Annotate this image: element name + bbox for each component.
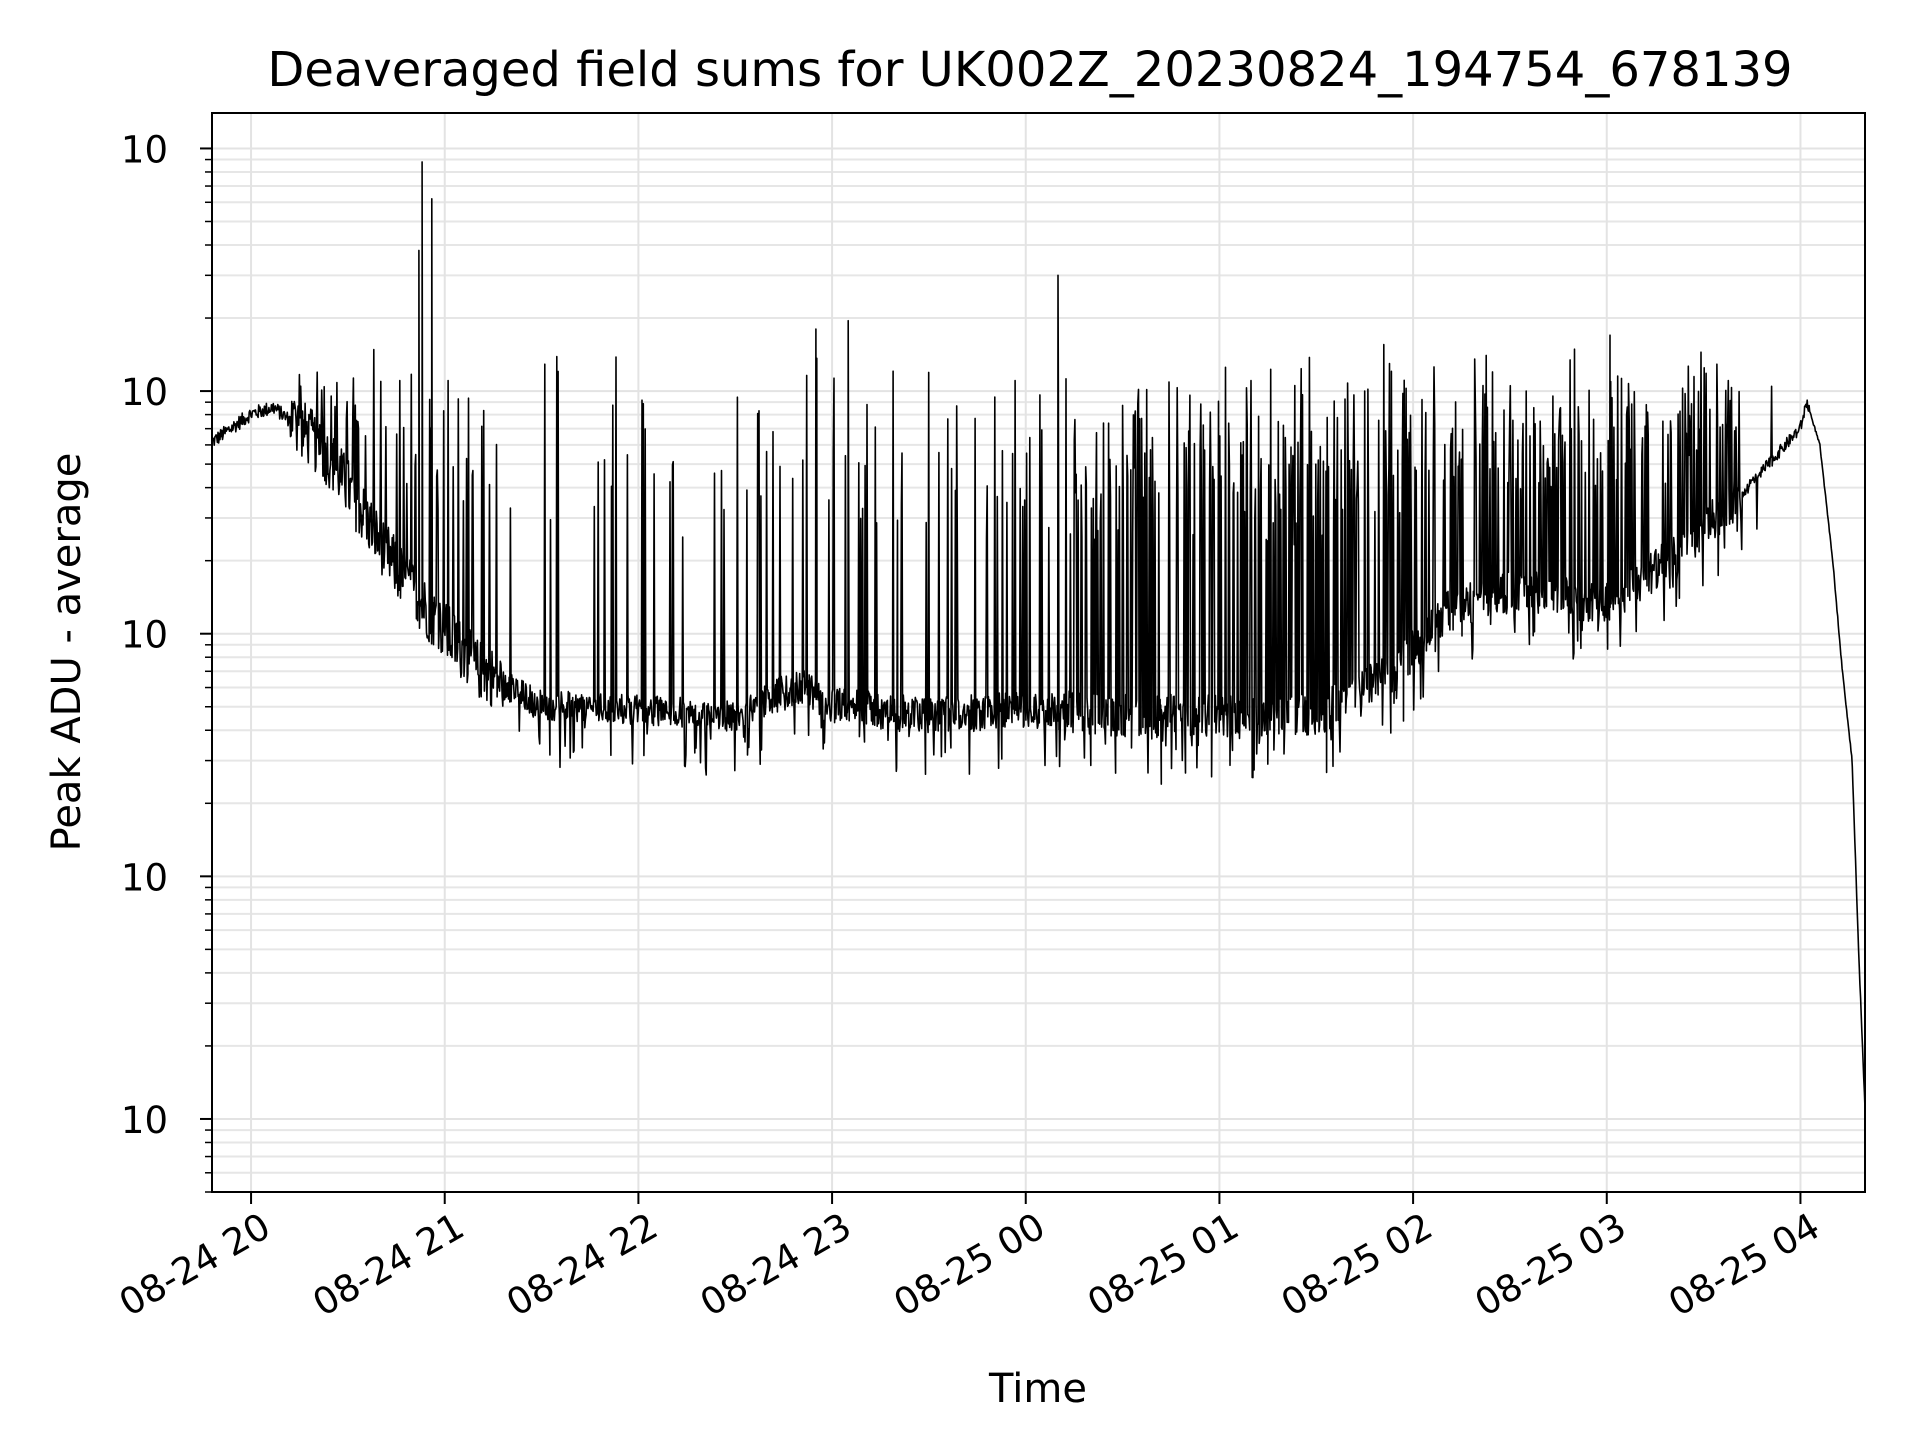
minor-gridlines [212, 158, 1865, 1193]
y-axis: 103104105106107 [121, 128, 212, 1193]
y-tick-label: 10 [121, 128, 168, 171]
y-tick-label: 10 [121, 614, 168, 657]
series-line [212, 161, 1866, 1109]
y-axis-label: Peak ADU - average [44, 453, 90, 852]
chart-title: Deaveraged field sums for UK002Z_2023082… [267, 42, 1792, 98]
plot-frame [211, 112, 1866, 1193]
y-tick-label: 10 [121, 371, 168, 414]
y-tick-label: 10 [121, 1099, 168, 1142]
x-axis-label: Time [988, 1366, 1087, 1412]
y-tick-label: 10 [121, 856, 168, 899]
